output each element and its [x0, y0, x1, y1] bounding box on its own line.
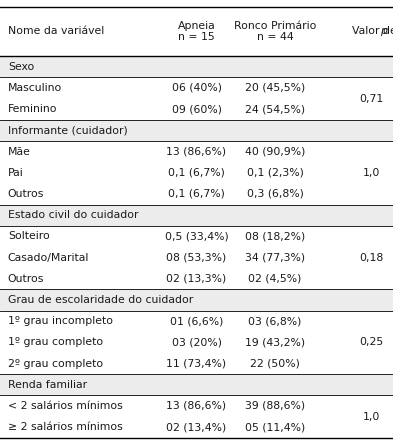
Text: Valor de: Valor de [352, 26, 393, 37]
Text: p: p [380, 26, 387, 37]
Text: 19 (43,2%): 19 (43,2%) [245, 337, 305, 348]
Text: Renda familiar: Renda familiar [8, 380, 87, 390]
Text: 0,18: 0,18 [359, 253, 384, 263]
Text: 13 (86,6%): 13 (86,6%) [167, 147, 226, 157]
Text: 02 (4,5%): 02 (4,5%) [248, 274, 302, 284]
Text: Mãe: Mãe [8, 147, 31, 157]
Text: 1,0: 1,0 [363, 411, 380, 422]
Text: 08 (18,2%): 08 (18,2%) [245, 231, 305, 242]
Text: 0,1 (2,3%): 0,1 (2,3%) [247, 168, 303, 178]
Text: ≥ 2 salários mínimos: ≥ 2 salários mínimos [8, 422, 123, 432]
Text: 0,71: 0,71 [359, 94, 384, 103]
Text: 1º grau incompleto: 1º grau incompleto [8, 316, 113, 326]
Text: 05 (11,4%): 05 (11,4%) [245, 422, 305, 432]
Text: Estado civil do cuidador: Estado civil do cuidador [8, 210, 138, 220]
Text: 0,25: 0,25 [359, 337, 384, 348]
Text: 0,1 (6,7%): 0,1 (6,7%) [168, 168, 225, 178]
Text: 06 (40%): 06 (40%) [171, 83, 222, 93]
Text: 24 (54,5%): 24 (54,5%) [245, 104, 305, 114]
Text: Masculino: Masculino [8, 83, 62, 93]
Text: Sexo: Sexo [8, 62, 34, 72]
Text: Pai: Pai [8, 168, 24, 178]
Text: 40 (90,9%): 40 (90,9%) [245, 147, 305, 157]
Text: 20 (45,5%): 20 (45,5%) [245, 83, 305, 93]
Text: 13 (86,6%): 13 (86,6%) [167, 401, 226, 411]
Bar [0, 374, 393, 396]
Text: < 2 salários mínimos: < 2 salários mínimos [8, 401, 123, 411]
Text: 09 (60%): 09 (60%) [171, 104, 222, 114]
Text: 22 (50%): 22 (50%) [250, 359, 300, 369]
Text: Outros: Outros [8, 189, 44, 199]
Text: Apneia
n = 15: Apneia n = 15 [178, 21, 215, 42]
Text: 11 (73,4%): 11 (73,4%) [167, 359, 226, 369]
Text: 0,1 (6,7%): 0,1 (6,7%) [168, 189, 225, 199]
Text: Outros: Outros [8, 274, 44, 284]
Text: 01 (6,6%): 01 (6,6%) [170, 316, 223, 326]
Text: 08 (53,3%): 08 (53,3%) [166, 253, 227, 263]
Text: 1,0: 1,0 [363, 168, 380, 178]
Text: 02 (13,4%): 02 (13,4%) [166, 422, 227, 432]
Text: Solteiro: Solteiro [8, 231, 50, 242]
Text: 2º grau completo: 2º grau completo [8, 359, 103, 369]
Bar [0, 120, 393, 141]
Text: Informante (cuidador): Informante (cuidador) [8, 125, 128, 136]
Text: 03 (20%): 03 (20%) [171, 337, 222, 348]
Text: 02 (13,3%): 02 (13,3%) [166, 274, 227, 284]
Text: 1º grau completo: 1º grau completo [8, 337, 103, 348]
Text: Ronco Primário
n = 44: Ronco Primário n = 44 [234, 21, 316, 42]
Text: Feminino: Feminino [8, 104, 57, 114]
Text: 03 (6,8%): 03 (6,8%) [248, 316, 302, 326]
Text: 0,3 (6,8%): 0,3 (6,8%) [247, 189, 303, 199]
Text: Casado/Marital: Casado/Marital [8, 253, 89, 263]
Text: Grau de escolaridade do cuidador: Grau de escolaridade do cuidador [8, 295, 193, 305]
Bar [0, 290, 393, 311]
Bar [0, 205, 393, 226]
Text: Nome da variável: Nome da variável [8, 26, 104, 37]
Bar [0, 56, 393, 77]
Text: 39 (88,6%): 39 (88,6%) [245, 401, 305, 411]
Text: 0,5 (33,4%): 0,5 (33,4%) [165, 231, 228, 242]
Text: 34 (77,3%): 34 (77,3%) [245, 253, 305, 263]
